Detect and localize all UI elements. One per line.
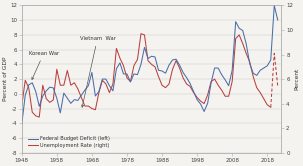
Unemployment Rate (right) bbox=[58, 84, 62, 86]
Federal Budget Deficit (left) bbox=[276, 19, 280, 21]
Line: Federal Budget Deficit (left): Federal Budget Deficit (left) bbox=[22, 5, 278, 125]
Y-axis label: Percent: Percent bbox=[295, 68, 300, 90]
Federal Budget Deficit (left) bbox=[272, 4, 276, 6]
Unemployment Rate (right) bbox=[269, 106, 273, 108]
Federal Budget Deficit (left) bbox=[164, 72, 167, 74]
Text: Korean War: Korean War bbox=[29, 50, 59, 80]
Federal Budget Deficit (left) bbox=[251, 72, 255, 74]
Federal Budget Deficit (left) bbox=[72, 99, 76, 101]
Text: Vietnam  War: Vietnam War bbox=[80, 36, 115, 107]
Y-axis label: Percent of GDP: Percent of GDP bbox=[3, 57, 8, 101]
Unemployment Rate (right) bbox=[20, 105, 24, 107]
Federal Budget Deficit (left) bbox=[20, 124, 24, 126]
Unemployment Rate (right) bbox=[38, 116, 41, 118]
Unemployment Rate (right) bbox=[195, 96, 199, 98]
Federal Budget Deficit (left) bbox=[104, 78, 108, 80]
Federal Budget Deficit (left) bbox=[76, 99, 80, 101]
Legend: Federal Budget Deficit (left), Unemployment Rate (right): Federal Budget Deficit (left), Unemploym… bbox=[27, 135, 111, 149]
Unemployment Rate (right) bbox=[167, 83, 171, 85]
Unemployment Rate (right) bbox=[185, 83, 188, 85]
Unemployment Rate (right) bbox=[255, 87, 258, 89]
Federal Budget Deficit (left) bbox=[160, 70, 164, 72]
Unemployment Rate (right) bbox=[108, 92, 111, 94]
Line: Unemployment Rate (right): Unemployment Rate (right) bbox=[22, 34, 271, 117]
Unemployment Rate (right) bbox=[139, 33, 143, 35]
